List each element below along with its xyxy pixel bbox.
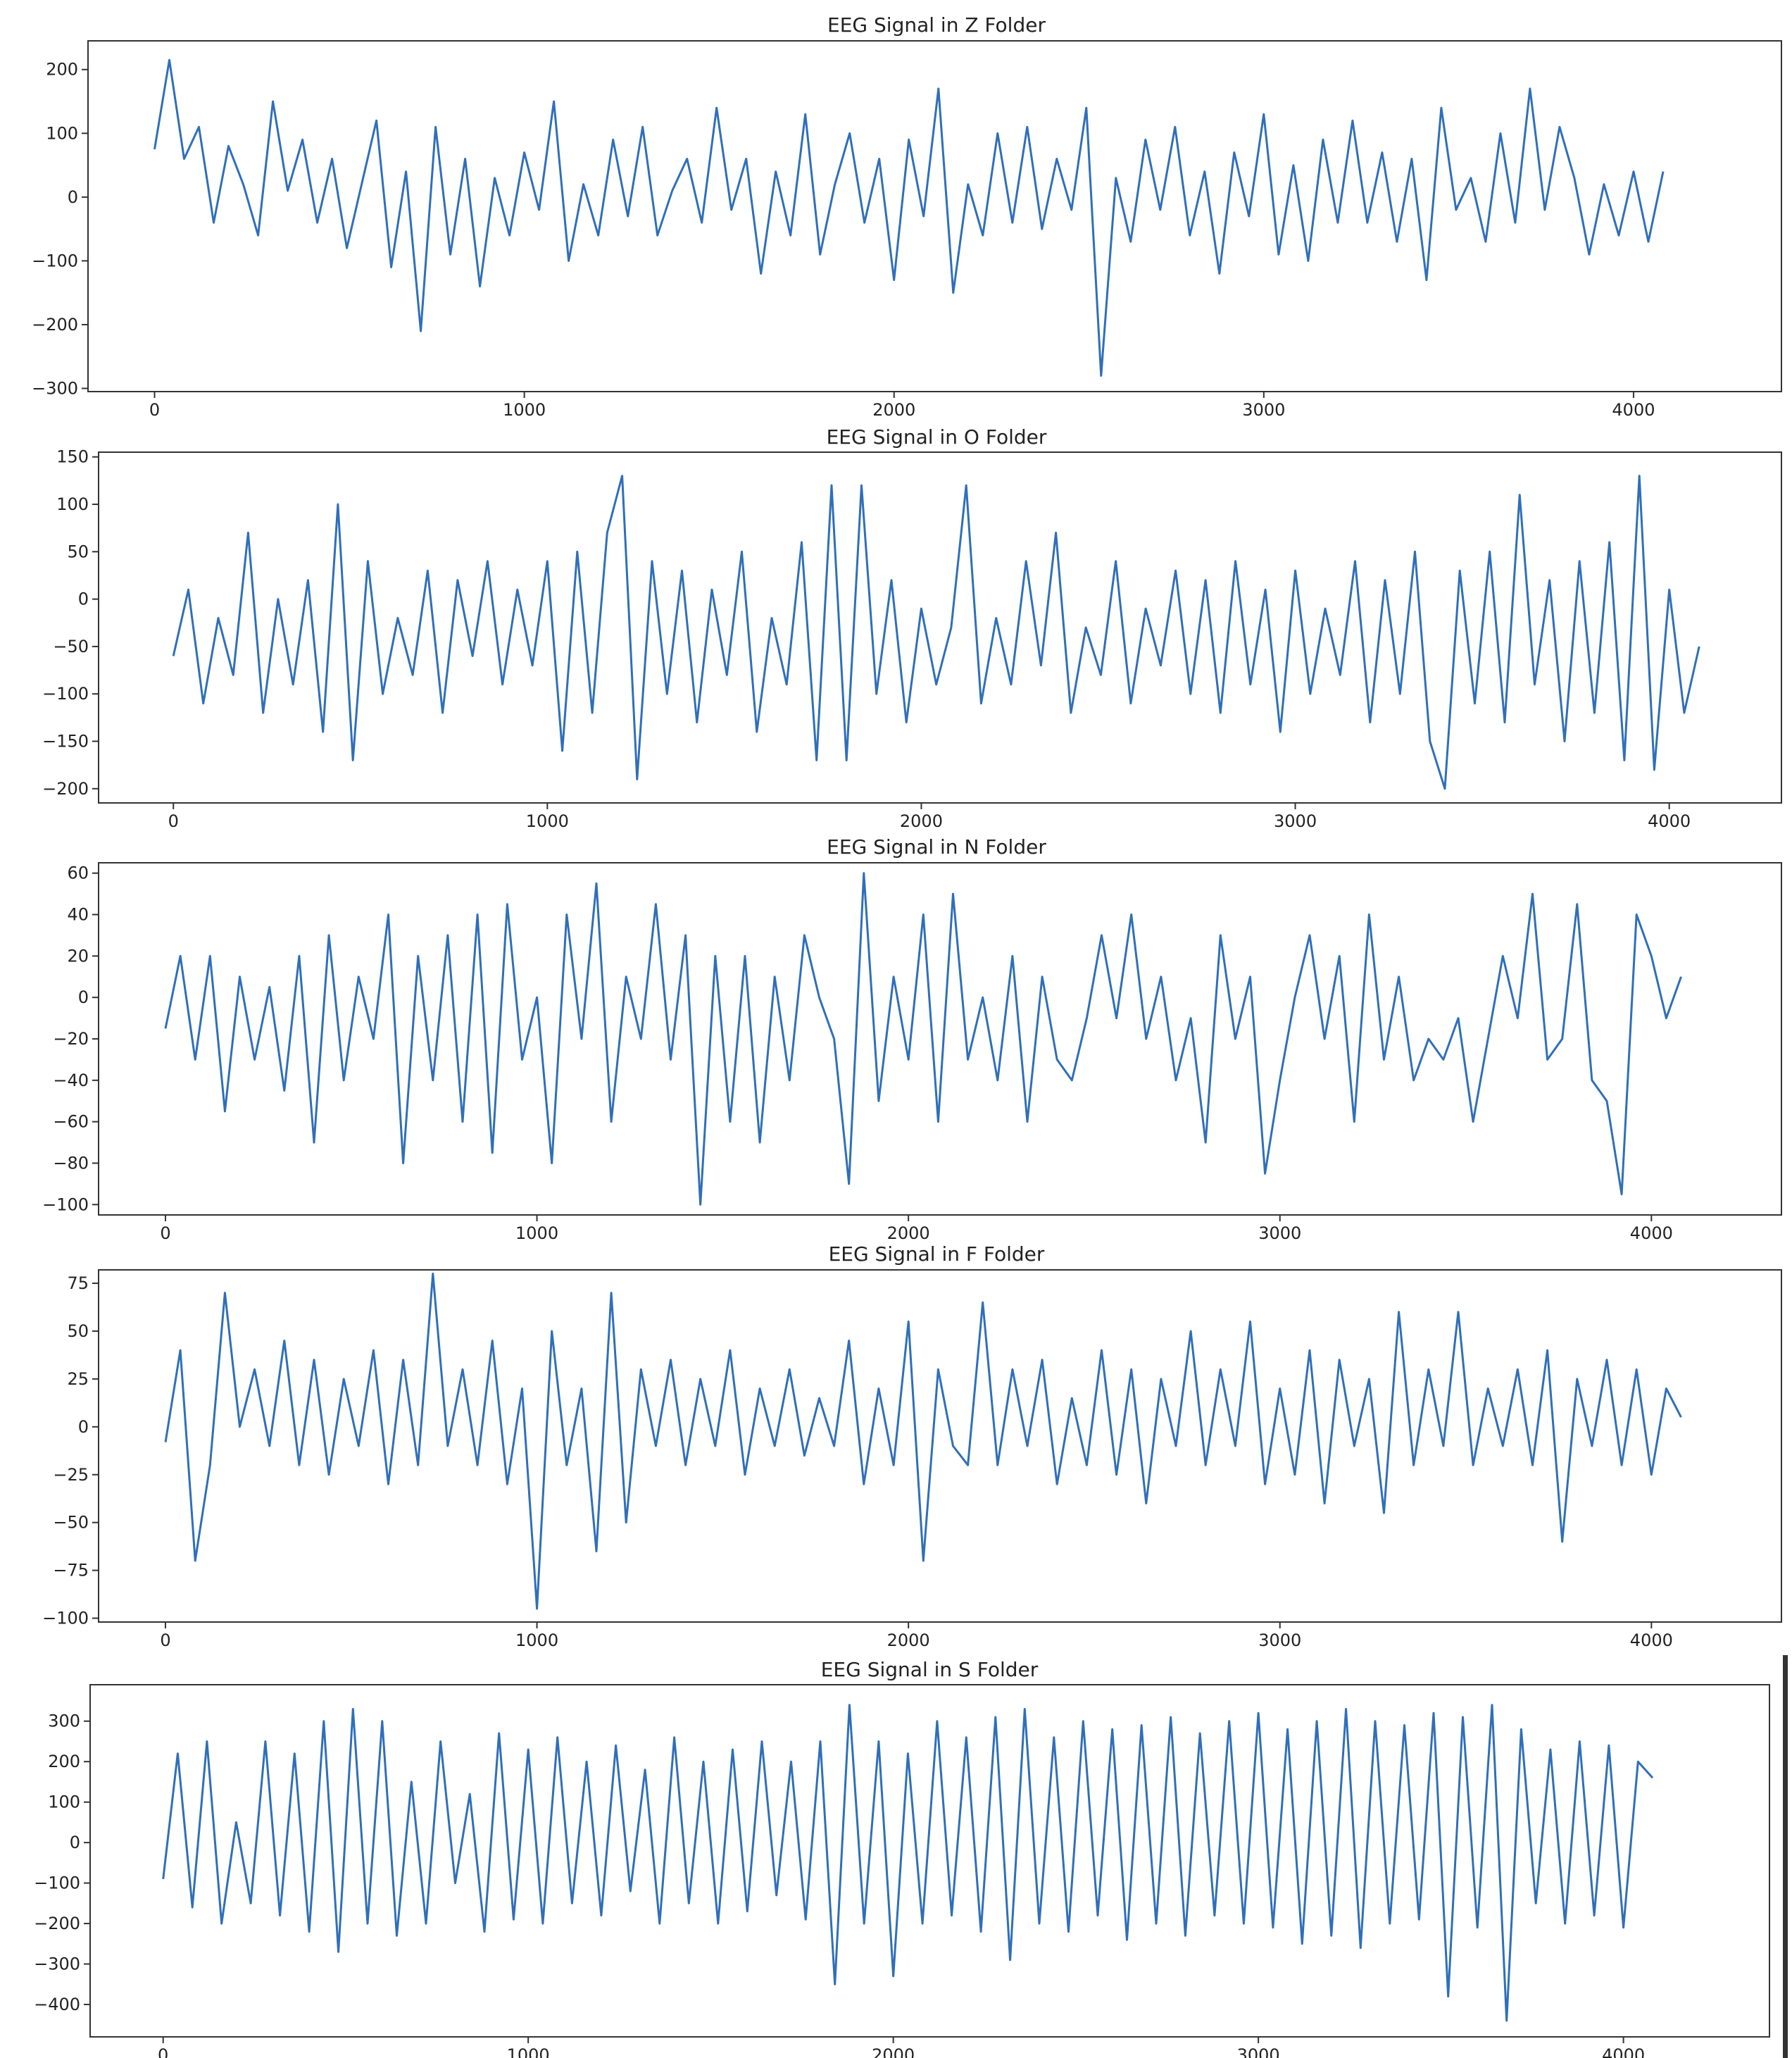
- y-tick-label: −300: [34, 1954, 80, 1974]
- x-tick-label: 0: [160, 1630, 170, 1650]
- x-tick-label: 4000: [1612, 400, 1655, 420]
- eeg-o-folder-panel: EEG Signal in O Folder 0 1000 2000 3000 4000…: [42, 425, 1782, 831]
- y-tick-label: 200: [46, 60, 78, 80]
- eeg-s-folder-panel: EEG Signal in S Folder 0 1000 2000 3000 4000…: [34, 1658, 1770, 2058]
- x-tick-label: 0: [149, 400, 160, 420]
- x-tick-label: 4000: [1602, 2045, 1645, 2058]
- x-tick-label: 4000: [1648, 811, 1691, 831]
- scrollbar-edge: [1783, 1655, 1788, 2058]
- x-tick-label: 2000: [887, 1630, 930, 1650]
- y-tick-label: 0: [68, 187, 78, 207]
- y-tick-label: 0: [78, 1417, 89, 1437]
- y-tick-label: −200: [32, 315, 78, 335]
- x-tick-label: 1000: [507, 2045, 550, 2058]
- chart-title: EEG Signal in S Folder: [821, 1658, 1039, 1681]
- x-tick-label: 1000: [515, 1223, 558, 1243]
- y-tick-label: −80: [53, 1153, 89, 1173]
- y-tick-label: 50: [67, 542, 89, 561]
- axes-frame: [87, 40, 1782, 392]
- eeg-o-signal-line: [172, 475, 1700, 790]
- chart-title: EEG Signal in F Folder: [829, 1242, 1045, 1266]
- x-tick-label: 3000: [1258, 1223, 1301, 1243]
- y-tick-label: 200: [48, 1752, 80, 1771]
- x-tick-label: 0: [160, 1223, 170, 1243]
- x-tick-label: 1000: [526, 811, 569, 831]
- eeg-z-signal-line: [153, 58, 1665, 377]
- y-tick-label: −60: [53, 1112, 89, 1132]
- y-tick-label: −300: [32, 378, 78, 398]
- x-tick-label: 3000: [1242, 400, 1285, 420]
- x-tick-label: 0: [158, 2045, 168, 2058]
- y-tick-label: −50: [53, 1513, 89, 1533]
- eeg-f-folder-panel: EEG Signal in F Folder 0 1000 2000 3000 4000…: [42, 1242, 1782, 1650]
- x-tick-label: 0: [168, 811, 179, 831]
- x-tick-label: 3000: [1258, 1630, 1301, 1650]
- y-tick-label: −20: [53, 1029, 89, 1049]
- y-tick-label: −100: [32, 251, 78, 270]
- y-tick-label: 0: [78, 590, 89, 609]
- eeg-z-folder-panel: EEG Signal in Z Folder 0 1000 2000 3000 4000…: [32, 13, 1782, 420]
- y-tick-label: 25: [67, 1369, 89, 1389]
- x-tick-label: 1000: [515, 1630, 558, 1650]
- x-tick-label: 1000: [503, 400, 546, 420]
- y-tick-label: −400: [34, 1995, 80, 2014]
- y-tick-label: 20: [67, 946, 89, 966]
- chart-title: EEG Signal in N Folder: [827, 835, 1046, 859]
- chart-title: EEG Signal in O Folder: [827, 425, 1047, 449]
- y-tick-label: 300: [48, 1711, 80, 1731]
- y-tick-label: −100: [42, 1609, 89, 1628]
- x-tick-label: 2000: [900, 811, 943, 831]
- y-tick-label: −200: [42, 779, 89, 799]
- y-tick-label: 0: [70, 1833, 80, 1852]
- eeg-f-signal-line: [164, 1272, 1682, 1610]
- y-tick-label: −40: [53, 1071, 89, 1090]
- y-tick-label: 0: [78, 987, 89, 1007]
- y-tick-label: 75: [67, 1273, 89, 1293]
- axes-frame: [89, 1684, 1770, 2038]
- axes-frame: [98, 1269, 1782, 1623]
- x-tick-label: 2000: [872, 400, 915, 420]
- eeg-s-signal-line: [162, 1704, 1654, 2022]
- x-tick-label: 4000: [1630, 1223, 1673, 1243]
- y-tick-label: −200: [34, 1914, 80, 1933]
- eeg-n-folder-panel: EEG Signal in N Folder 0 1000 2000 3000 4000…: [42, 835, 1782, 1243]
- axes-frame: [98, 451, 1782, 804]
- x-tick-label: 3000: [1237, 2045, 1280, 2058]
- y-tick-label: 50: [67, 1321, 89, 1341]
- y-tick-label: −25: [53, 1465, 89, 1485]
- y-tick-label: −100: [34, 1873, 80, 1893]
- y-tick-label: −100: [42, 1195, 89, 1214]
- x-tick-label: 2000: [887, 1223, 930, 1243]
- y-tick-label: −150: [42, 732, 89, 752]
- y-tick-label: −75: [53, 1561, 89, 1580]
- chart-title: EEG Signal in Z Folder: [827, 13, 1046, 37]
- y-tick-label: 100: [56, 494, 89, 514]
- x-tick-label: 2000: [872, 2045, 915, 2058]
- y-tick-label: −50: [53, 637, 89, 656]
- x-tick-label: 3000: [1274, 811, 1317, 831]
- y-tick-label: 150: [56, 447, 89, 467]
- eeg-n-signal-line: [164, 872, 1682, 1206]
- y-tick-label: 100: [48, 1792, 80, 1812]
- x-tick-label: 4000: [1630, 1630, 1673, 1650]
- y-tick-label: −100: [42, 684, 89, 704]
- y-tick-label: 40: [67, 905, 89, 925]
- y-tick-label: 60: [67, 863, 89, 883]
- y-tick-label: 100: [46, 123, 78, 143]
